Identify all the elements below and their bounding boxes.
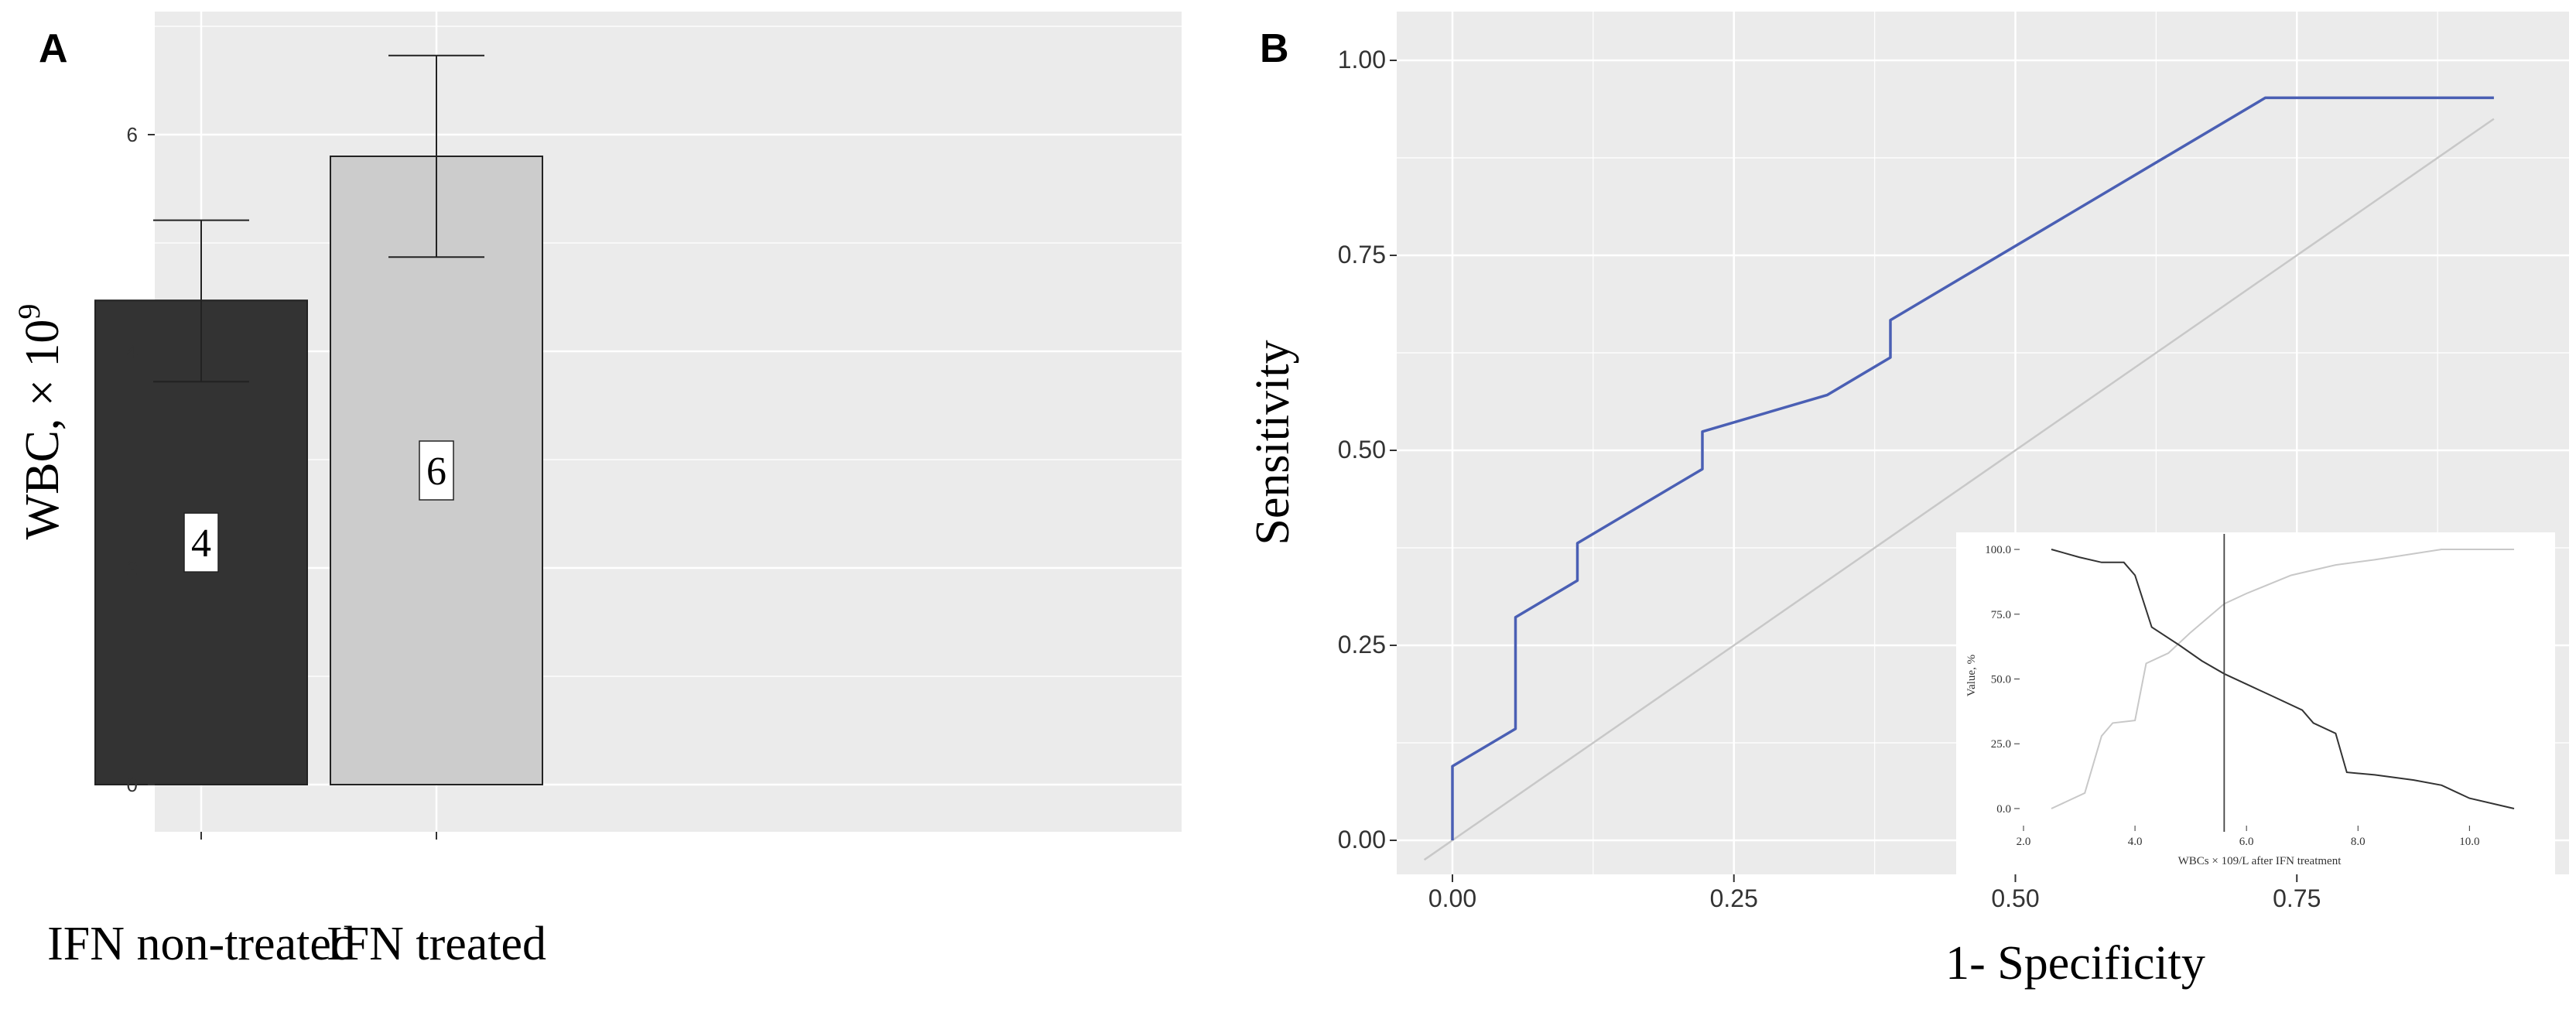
lines-b <box>1423 96 2495 861</box>
reference-diagonal-line <box>1423 118 2495 861</box>
x-category-label: IFN treated <box>327 918 546 970</box>
plot-area-a <box>155 12 1182 832</box>
y-tick-label: 0.00 <box>1338 826 1386 853</box>
inset-y-tick-label: 75.0 <box>1991 609 2011 621</box>
y-tick-label: 0.50 <box>1338 436 1386 463</box>
inset-ticks: 0.0 25.0 50.0 75.0 100.0 2.0 4.0 6.0 8.0 10.0 <box>1985 544 2479 848</box>
y-axis-label-a-base: WBC, × 10 <box>16 320 69 540</box>
panel-letter-a: A <box>39 26 68 71</box>
inset-y-axis-label: Value, % <box>1965 655 1978 696</box>
inset-y-tick-label: 100.0 <box>1985 544 2011 556</box>
data-label-box-1 <box>183 512 219 573</box>
x-tick-label: 0.25 <box>1710 884 1758 912</box>
inset-x-tick-label: 10.0 <box>2459 836 2479 848</box>
panel-b: B 0.00 0.25 0.50 0.75 1.00 0.00 0.25 0.50 0.75 1… <box>1247 12 2569 990</box>
panel-letter-b: B <box>1260 26 1289 71</box>
x-tick-label: 0.75 <box>2273 884 2321 912</box>
inset-lines <box>2051 534 2515 832</box>
inset-x-tick-label: 4.0 <box>2128 836 2143 848</box>
inset-x-tick-label: 2.0 <box>2017 836 2031 848</box>
inset-specificity-line <box>2051 549 2514 809</box>
data-label-box-2 <box>419 440 454 501</box>
data-label-1: 4 <box>191 522 211 566</box>
inset-y-tick-label: 50.0 <box>1991 674 2011 686</box>
inset-background <box>1956 532 2555 874</box>
y-tick-label: 0.75 <box>1338 241 1386 268</box>
x-category-label: IFN non-treated <box>47 918 355 970</box>
y-axis-label-a-exponent: 9 <box>12 304 46 320</box>
inset-x-axis-label: WBCs × 109/L after IFN treatment <box>2178 855 2342 867</box>
error-bars-a <box>153 54 484 383</box>
y-tick-label: 2 <box>127 556 138 580</box>
x-tick-label: 0.50 <box>1991 884 2039 912</box>
y-tick-label: 4 <box>127 340 138 363</box>
y-axis-label-b: Sensitivity <box>1247 340 1299 545</box>
inset-x-tick-label: 6.0 <box>2239 836 2254 848</box>
inset-x-tick-label: 8.0 <box>2351 836 2366 848</box>
roc-curve-line <box>1451 96 2494 840</box>
y-axis-label-a: WBC, × 109 <box>12 304 69 540</box>
y-tick-label: 1.00 <box>1338 46 1386 74</box>
y-tick-label: 6 <box>127 123 138 146</box>
ticks-b: 0.00 0.25 0.50 0.75 1.00 0.00 0.25 0.50 0.75 <box>1338 46 2321 912</box>
bars-a: 46 <box>94 156 543 785</box>
inset-y-tick-label: 25.0 <box>1991 738 2011 751</box>
inset-sensitivity-line <box>2051 549 2515 809</box>
inset-y-tick-label: 0.0 <box>1996 803 2011 816</box>
y-tick-label: 0.25 <box>1338 631 1386 658</box>
y-tick-label: 0 <box>127 773 138 796</box>
inset-chart: 0.0 25.0 50.0 75.0 100.0 2.0 4.0 6.0 8.0 10.0 WBC… <box>1956 532 2555 874</box>
data-label-2: 6 <box>426 450 446 494</box>
x-axis-label-b: 1- Specificity <box>1945 937 2205 990</box>
x-tick-label: 0.00 <box>1428 884 1476 912</box>
